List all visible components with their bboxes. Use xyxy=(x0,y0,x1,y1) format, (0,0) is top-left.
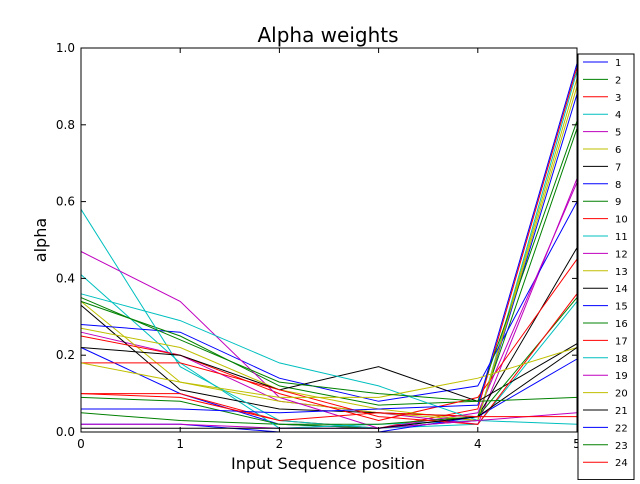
legend-label-11: 11 xyxy=(615,232,628,243)
x-tick-label: 4 xyxy=(474,437,482,451)
series-line-18 xyxy=(80,293,578,425)
series-line-9 xyxy=(80,120,578,406)
legend-label-21: 21 xyxy=(615,406,628,417)
x-tick-label: 2 xyxy=(276,437,284,451)
x-tick-label: 1 xyxy=(176,437,184,451)
legend-label-1: 1 xyxy=(615,58,621,69)
legend-label-24: 24 xyxy=(615,458,628,469)
series-line-17 xyxy=(81,293,578,425)
plot-lines xyxy=(80,63,578,433)
legend-label-10: 10 xyxy=(615,215,628,226)
y-axis-label: alpha xyxy=(31,218,50,262)
y-tick-label: 0.2 xyxy=(56,348,75,362)
x-tick-label: 3 xyxy=(375,437,383,451)
series-line-22 xyxy=(81,63,578,414)
series-line-2 xyxy=(80,128,578,429)
legend-label-22: 22 xyxy=(615,423,628,434)
legend-label-13: 13 xyxy=(615,267,628,278)
series-line-21 xyxy=(81,347,578,429)
axis-ticks: 0 1 2 3 4 5 0.0 0.2 0.4 0.6 0.8 1.0 xyxy=(56,41,581,451)
y-tick-label: 0.0 xyxy=(56,425,75,439)
series-line-8 xyxy=(80,201,578,402)
y-tick-label: 0.8 xyxy=(56,118,75,132)
legend-label-3: 3 xyxy=(615,93,621,104)
legend-label-19: 19 xyxy=(615,371,628,382)
legend-label-16: 16 xyxy=(615,319,628,330)
legend-label-8: 8 xyxy=(615,180,621,191)
y-tick-label: 0.6 xyxy=(56,195,75,209)
legend-label-14: 14 xyxy=(615,284,628,295)
legend-label-7: 7 xyxy=(615,162,621,173)
chart-title: Alpha weights xyxy=(257,23,398,47)
legend-label-2: 2 xyxy=(615,75,621,86)
legend-label-12: 12 xyxy=(615,249,628,260)
legend-label-15: 15 xyxy=(615,302,628,313)
series-line-24 xyxy=(80,393,577,422)
legend-label-9: 9 xyxy=(615,197,621,208)
legend-label-20: 20 xyxy=(615,389,628,400)
series-line-14 xyxy=(80,343,578,402)
legend-label-5: 5 xyxy=(615,128,621,139)
series-line-20 xyxy=(80,347,578,398)
x-tick-label: 0 xyxy=(77,437,85,451)
series-line-13 xyxy=(80,86,578,422)
plot-frame xyxy=(80,47,578,433)
series-line-12 xyxy=(80,182,578,429)
legend-label-18: 18 xyxy=(615,354,628,365)
series-line-23 xyxy=(80,297,578,402)
legend-label-17: 17 xyxy=(615,336,628,347)
x-tick-label: 5 xyxy=(573,437,581,451)
legend-label-4: 4 xyxy=(615,110,621,121)
legend-label-6: 6 xyxy=(615,145,621,156)
y-tick-label: 0.4 xyxy=(56,271,75,285)
series-line-16 xyxy=(80,297,578,425)
legend-label-23: 23 xyxy=(615,441,628,452)
x-axis-label: Input Sequence position xyxy=(231,454,425,473)
y-tick-label: 1.0 xyxy=(56,41,75,55)
